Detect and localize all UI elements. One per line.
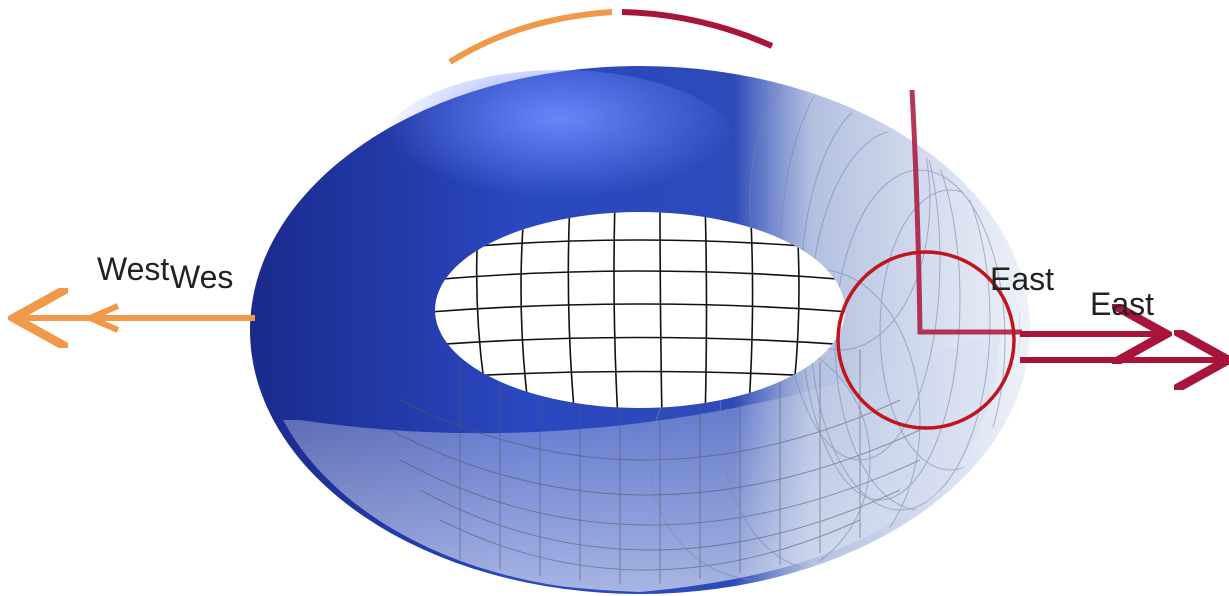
torus-hole	[435, 212, 845, 408]
east-arc	[621, 9, 774, 49]
highlight-circle	[836, 250, 1016, 430]
wireframe-lower	[389, 350, 921, 585]
east-label: East	[1090, 286, 1154, 322]
west-arc	[448, 9, 613, 65]
east-path	[909, 89, 1022, 335]
west-arrow-head	[82, 303, 120, 333]
torus-highlight	[380, 70, 740, 230]
east-label: East	[990, 261, 1054, 297]
west-label: West	[97, 251, 169, 287]
west-label: Wes	[170, 259, 233, 295]
